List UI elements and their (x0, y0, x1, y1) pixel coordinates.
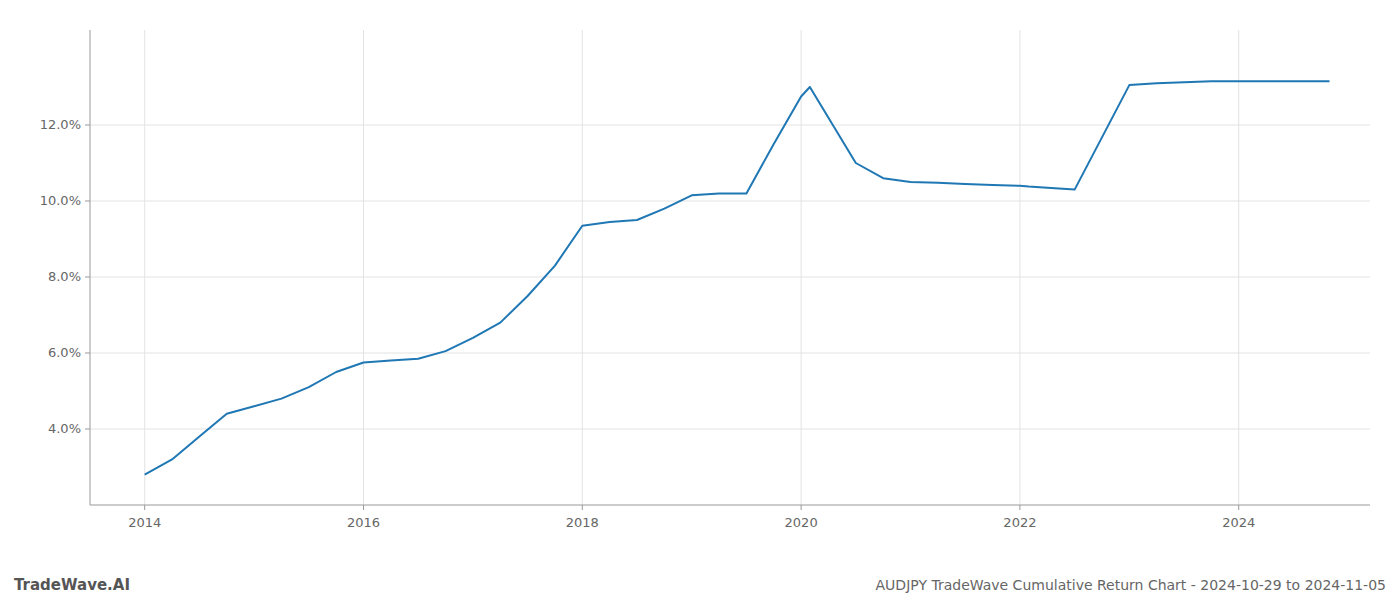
y-tick-label: 8.0% (48, 269, 81, 284)
x-axis-line (90, 505, 1370, 506)
y-tick (85, 125, 90, 126)
y-tick-label: 12.0% (40, 117, 81, 132)
y-tick (85, 353, 90, 354)
x-tick-label: 2020 (785, 515, 818, 530)
x-tick (582, 505, 583, 510)
x-tick-label: 2024 (1222, 515, 1255, 530)
watermark: TradeWave.AI (14, 576, 130, 594)
x-grid-line (144, 30, 145, 505)
y-tick-label: 10.0% (40, 193, 81, 208)
x-grid-line (1019, 30, 1020, 505)
x-tick-label: 2022 (1003, 515, 1036, 530)
plot-area (145, 81, 1330, 474)
y-tick-label: 6.0% (48, 345, 81, 360)
x-grid-line (801, 30, 802, 505)
footer: TradeWave.AI AUDJPY TradeWave Cumulative … (14, 576, 1386, 594)
y-tick-label: 4.0% (48, 421, 81, 436)
chart-container: 4.0% 6.0% 8.0% 10.0% 12.0% 2014 2016 2018 2020 20… (0, 0, 1400, 600)
grid (90, 30, 1370, 505)
y-grid-line (90, 125, 1370, 126)
x-tick (363, 505, 364, 510)
x-grid-line (582, 30, 583, 505)
x-tick (801, 505, 802, 510)
series-line (145, 81, 1330, 474)
x-tick (144, 505, 145, 510)
y-tick (85, 429, 90, 430)
x-tick-label: 2014 (128, 515, 161, 530)
x-tick-label: 2016 (347, 515, 380, 530)
y-grid-line (90, 429, 1370, 430)
y-grid-line (90, 353, 1370, 354)
y-grid-line (90, 277, 1370, 278)
x-grid-line (363, 30, 364, 505)
y-tick (85, 277, 90, 278)
x-grid-line (1238, 30, 1239, 505)
chart: 4.0% 6.0% 8.0% 10.0% 12.0% 2014 2016 2018 2020 20… (0, 0, 1400, 600)
x-tick (1238, 505, 1239, 510)
x-tick-label: 2018 (566, 515, 599, 530)
y-grid-line (90, 201, 1370, 202)
y-axis-line (90, 30, 91, 505)
x-tick (1019, 505, 1020, 510)
axes: 4.0% 6.0% 8.0% 10.0% 12.0% 2014 2016 2018 2020 20… (40, 30, 1370, 530)
title: AUDJPY TradeWave Cumulative Return Chart… (876, 577, 1386, 593)
y-tick (85, 201, 90, 202)
